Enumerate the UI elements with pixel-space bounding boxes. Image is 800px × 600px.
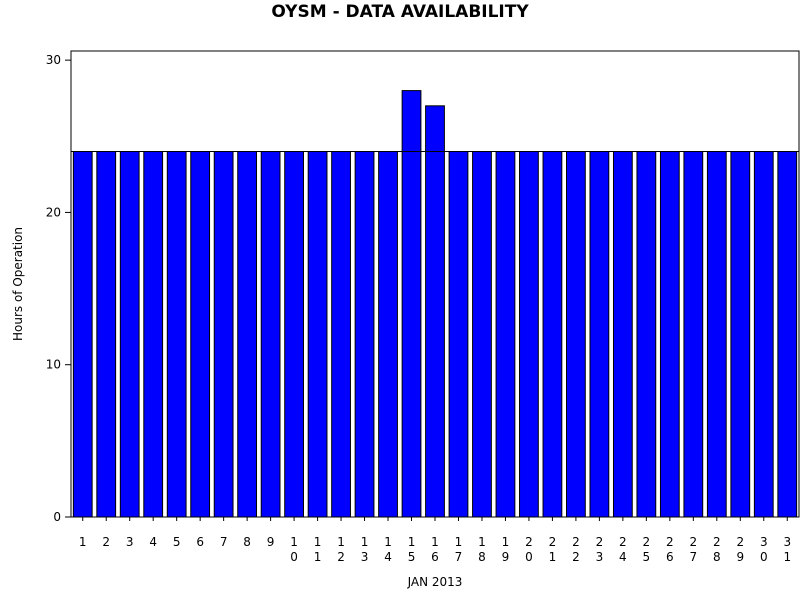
bar <box>706 151 727 518</box>
y-tick-label: 0 <box>53 510 61 524</box>
bar <box>753 151 774 518</box>
bar <box>96 151 117 518</box>
bar <box>378 151 398 518</box>
bar <box>636 151 657 518</box>
x-tick-label: 5 <box>173 535 181 549</box>
bar <box>448 151 469 518</box>
x-axis-label: JAN 2013 <box>407 575 463 589</box>
chart-title: OYSM - DATA AVAILABILITY <box>271 2 529 22</box>
bar <box>612 151 633 518</box>
bar <box>519 151 539 518</box>
bar <box>566 151 586 518</box>
bar <box>683 151 704 518</box>
bar <box>542 151 563 518</box>
bar <box>72 151 93 518</box>
x-tick-label: 3 <box>126 535 134 549</box>
x-tick-label: 1 <box>79 535 87 549</box>
bar <box>237 151 258 518</box>
x-tick-label: 2 <box>102 535 110 549</box>
bar <box>284 151 304 518</box>
y-tick-label: 20 <box>46 205 61 219</box>
bar <box>307 151 328 518</box>
bar <box>589 151 610 518</box>
y-tick-label: 30 <box>46 53 61 67</box>
x-tick-label: 4 <box>149 535 157 549</box>
y-axis-label: Hours of Operation <box>11 227 25 341</box>
bar <box>213 151 234 518</box>
bar <box>119 151 140 518</box>
y-tick-label: 10 <box>46 358 61 372</box>
bar <box>143 151 164 518</box>
x-tick-label: 6 <box>196 535 204 549</box>
bar <box>730 151 751 518</box>
bar <box>331 151 351 518</box>
bar <box>495 151 516 518</box>
bar <box>260 151 281 518</box>
bar <box>659 151 680 518</box>
bar <box>472 151 492 518</box>
bar <box>425 105 445 518</box>
bar <box>401 90 422 518</box>
bar <box>190 151 211 518</box>
bar <box>354 151 375 518</box>
x-tick-label: 7 <box>220 535 228 549</box>
x-tick-label: 8 <box>243 535 251 549</box>
x-tick-label: 9 <box>267 535 275 549</box>
bar <box>777 151 798 518</box>
bar <box>166 151 187 518</box>
